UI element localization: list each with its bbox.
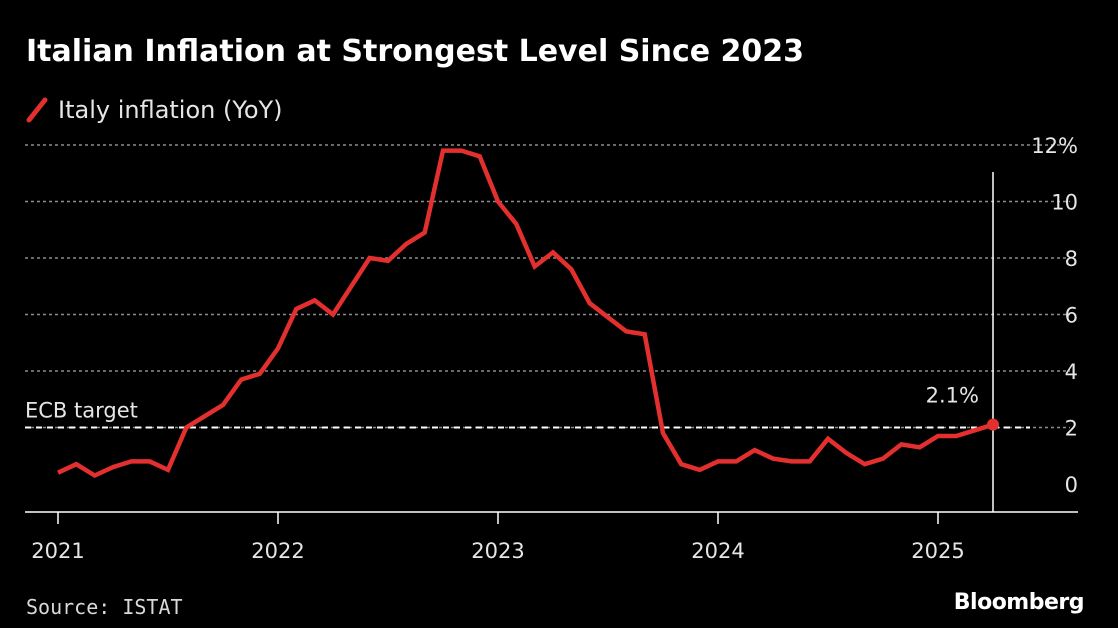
latest-value-dot: [987, 418, 999, 431]
y-tick-label-12: 12%: [1031, 134, 1078, 158]
legend: Italy inflation (YoY): [26, 95, 283, 125]
y-tick-label-10: 10: [1051, 191, 1078, 215]
x-tick-label-2024: 2024: [691, 539, 744, 563]
y-tick-label-2: 2: [1065, 417, 1078, 441]
y-tick-label-0: 0: [1065, 473, 1078, 497]
legend-label-italy-inflation: Italy inflation (YoY): [58, 96, 283, 124]
series-line-0: [57, 148, 994, 479]
latest-value-label: 2.1%: [926, 384, 979, 408]
annotation-layer: 2.1%: [926, 172, 999, 512]
legend-swatch-icon: [26, 97, 48, 123]
y-tick-label-6: 6: [1065, 304, 1078, 328]
x-tick-label-2025: 2025: [911, 539, 964, 563]
axis-layer: 0 2 4 6 8 10 12% 2021 2022 2023 2024 2025: [25, 134, 1078, 563]
bloomberg-logo: Bloomberg: [953, 590, 1085, 615]
ecb-target-label: ECB target: [25, 399, 138, 423]
chart-title: Italian Inflation at Strongest Level Sin…: [26, 34, 805, 69]
source-note: Source: ISTAT: [26, 595, 183, 619]
x-tick-label-2023: 2023: [471, 539, 524, 563]
y-tick-label-8: 8: [1065, 247, 1078, 271]
y-tick-label-4: 4: [1065, 360, 1078, 384]
grid-layer: [25, 144, 1070, 429]
series-layer: [57, 148, 994, 479]
x-tick-label-2021: 2021: [31, 539, 84, 563]
x-tick-label-2022: 2022: [251, 539, 304, 563]
reference-layer: ECB target: [25, 399, 1030, 429]
